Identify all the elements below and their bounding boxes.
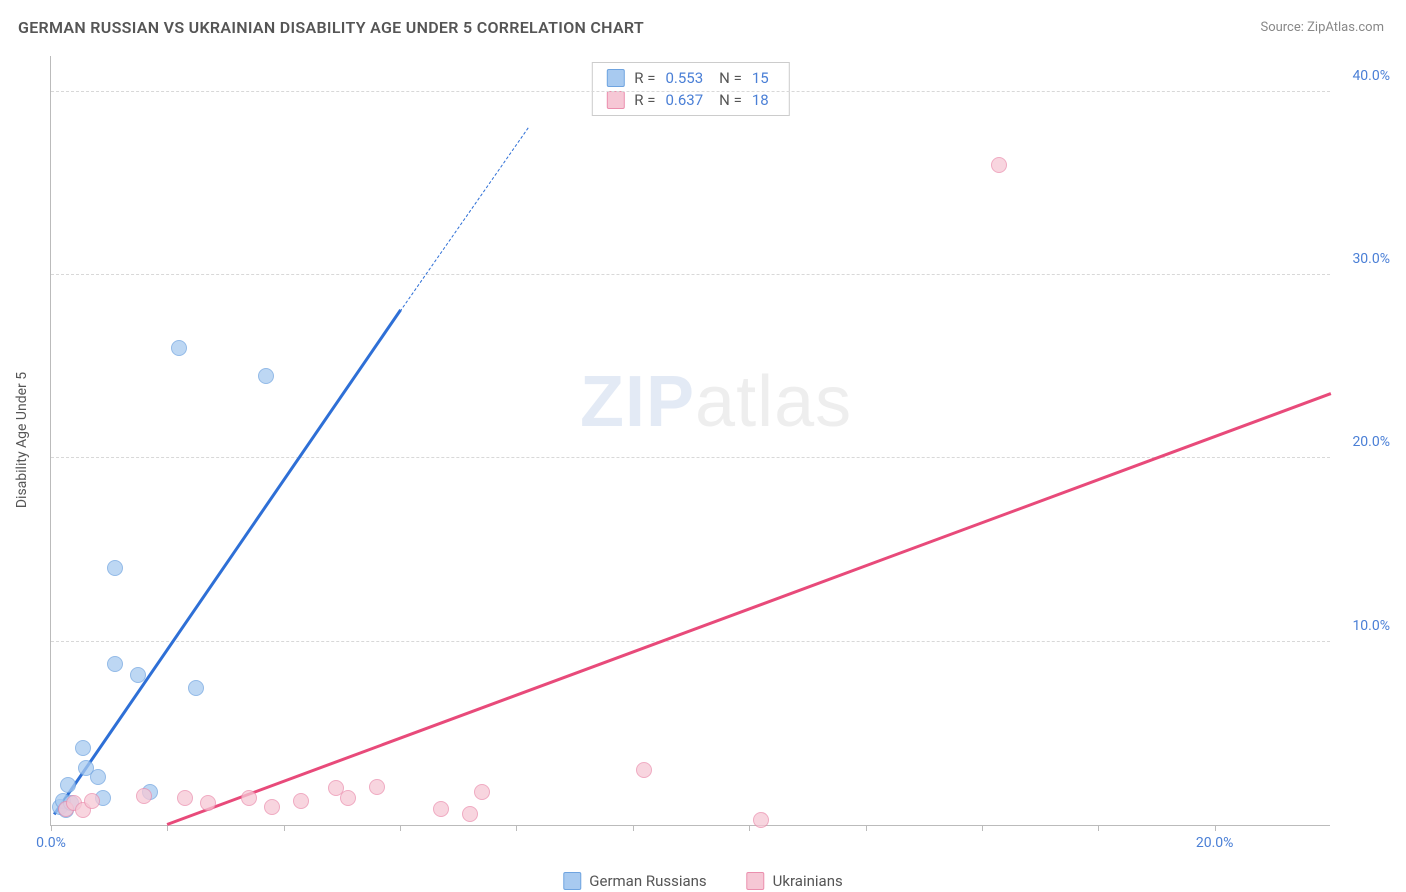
data-point bbox=[369, 779, 385, 795]
y-tick-label: 20.0% bbox=[1335, 434, 1390, 450]
data-point bbox=[107, 560, 123, 576]
gridline-h bbox=[51, 641, 1330, 642]
n-label: N = bbox=[719, 91, 742, 109]
x-tick-label: 0.0% bbox=[36, 835, 66, 851]
trend-line bbox=[53, 310, 401, 816]
r-value: 0.637 bbox=[665, 91, 703, 109]
data-point bbox=[991, 157, 1007, 173]
watermark: ZIPatlas bbox=[580, 361, 852, 443]
chart-title: GERMAN RUSSIAN VS UKRAINIAN DISABILITY A… bbox=[18, 18, 644, 37]
x-tick bbox=[866, 825, 867, 831]
x-tick bbox=[400, 825, 401, 831]
data-point bbox=[433, 801, 449, 817]
n-value: 15 bbox=[752, 69, 769, 87]
r-label: R = bbox=[634, 69, 655, 87]
data-point bbox=[84, 793, 100, 809]
data-point bbox=[264, 799, 280, 815]
x-tick bbox=[982, 825, 983, 831]
trend-line-dashed bbox=[400, 128, 529, 312]
x-tick bbox=[167, 825, 168, 831]
data-point bbox=[177, 790, 193, 806]
legend-label: German Russians bbox=[589, 872, 706, 890]
x-tick bbox=[516, 825, 517, 831]
data-point bbox=[60, 777, 76, 793]
plot-area: ZIPatlas R =0.553N =15R =0.637N =18 10.0… bbox=[50, 56, 1330, 826]
x-tick bbox=[749, 825, 750, 831]
data-point bbox=[188, 680, 204, 696]
x-tick bbox=[51, 825, 52, 831]
correlation-chart: GERMAN RUSSIAN VS UKRAINIAN DISABILITY A… bbox=[0, 0, 1406, 892]
gridline-h bbox=[51, 274, 1330, 275]
data-point bbox=[241, 790, 257, 806]
data-point bbox=[293, 793, 309, 809]
y-tick-label: 10.0% bbox=[1335, 618, 1390, 634]
y-tick-label: 40.0% bbox=[1335, 68, 1390, 84]
legend-label: Ukrainians bbox=[773, 872, 843, 890]
legend-swatch bbox=[563, 872, 581, 890]
x-tick bbox=[1215, 825, 1216, 831]
data-point bbox=[171, 340, 187, 356]
data-point bbox=[130, 667, 146, 683]
data-point bbox=[462, 806, 478, 822]
data-point bbox=[136, 788, 152, 804]
stats-box: R = 0.553 N = 15 R = 0.637 N = 18 bbox=[591, 62, 789, 116]
x-tick bbox=[633, 825, 634, 831]
y-tick-label: 30.0% bbox=[1335, 251, 1390, 267]
stats-row: R = 0.553 N = 15 bbox=[592, 67, 788, 89]
legend-item: Ukrainians bbox=[747, 872, 843, 890]
legend-item: German Russians bbox=[563, 872, 706, 890]
y-axis-label: Disability Age Under 5 bbox=[14, 372, 30, 508]
source-label: Source: ZipAtlas.com bbox=[1260, 20, 1384, 35]
n-label: N = bbox=[719, 69, 742, 87]
data-point bbox=[753, 812, 769, 828]
data-point bbox=[474, 784, 490, 800]
x-tick-label: 20.0% bbox=[1196, 835, 1234, 851]
stats-row: R = 0.637 N = 18 bbox=[592, 89, 788, 111]
data-point bbox=[258, 368, 274, 384]
n-value: 18 bbox=[752, 91, 769, 109]
x-tick bbox=[284, 825, 285, 831]
r-value: 0.553 bbox=[665, 69, 703, 87]
data-point bbox=[107, 656, 123, 672]
data-point bbox=[200, 795, 216, 811]
x-tick bbox=[1098, 825, 1099, 831]
data-point bbox=[636, 762, 652, 778]
gridline-h bbox=[51, 457, 1330, 458]
data-point bbox=[340, 790, 356, 806]
legend-swatch bbox=[747, 872, 765, 890]
series-swatch bbox=[606, 69, 624, 87]
data-point bbox=[90, 769, 106, 785]
r-label: R = bbox=[634, 91, 655, 109]
data-point bbox=[75, 740, 91, 756]
legend: German Russians Ukrainians bbox=[563, 872, 842, 890]
series-swatch bbox=[606, 91, 624, 109]
gridline-h bbox=[51, 91, 1330, 92]
